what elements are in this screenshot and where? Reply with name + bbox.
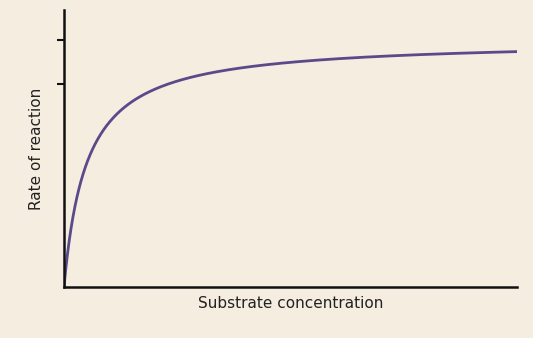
Y-axis label: Rate of reaction: Rate of reaction <box>29 88 44 210</box>
X-axis label: Substrate concentration: Substrate concentration <box>198 296 383 311</box>
